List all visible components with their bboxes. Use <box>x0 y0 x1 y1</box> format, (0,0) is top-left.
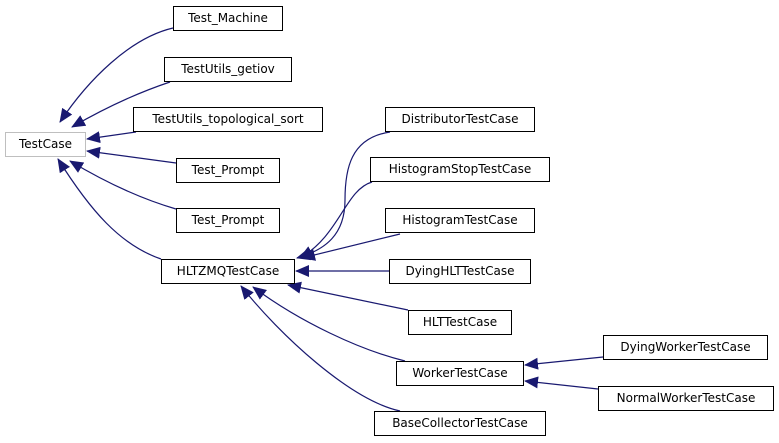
node-dying-worker-test-case[interactable]: DyingWorkerTestCase <box>603 335 768 360</box>
edge-histogram-to-hltzmq <box>301 233 401 261</box>
node-distributor-test-case[interactable]: DistributorTestCase <box>385 107 535 132</box>
edge-topological-sort-to-testcase <box>86 131 137 144</box>
node-hltzmq-test-case[interactable]: HLTZMQTestCase <box>161 259 295 284</box>
edge-test-prompt-1-to-testcase <box>86 146 177 164</box>
node-normal-worker-test-case[interactable]: NormalWorkerTestCase <box>598 386 774 411</box>
edge-test-prompt-2-to-testcase <box>69 160 177 210</box>
edge-worker-to-hltzmq <box>252 286 406 362</box>
edge-test-machine-to-testcase <box>59 27 174 123</box>
edge-hltzmq-to-testcase <box>57 158 162 260</box>
node-testutils-topological-sort[interactable]: TestUtils_topological_sort <box>133 107 323 132</box>
node-test-prompt-2[interactable]: Test_Prompt <box>176 208 280 233</box>
edge-base-collector-to-hltzmq <box>240 285 401 412</box>
node-worker-test-case[interactable]: WorkerTestCase <box>396 361 524 386</box>
node-dying-hlt-test-case[interactable]: DyingHLTTestCase <box>389 259 531 284</box>
node-test-machine[interactable]: Test_Machine <box>173 6 283 31</box>
node-base-collector-test-case[interactable]: BaseCollectorTestCase <box>374 411 546 436</box>
edge-getiov-to-testcase <box>71 81 171 128</box>
node-test-prompt-1[interactable]: Test_Prompt <box>176 158 280 183</box>
node-histogram-test-case[interactable]: HistogramTestCase <box>385 208 535 233</box>
node-histogram-stop-test-case[interactable]: HistogramStopTestCase <box>370 157 550 182</box>
edge-distributor-to-hltzmq <box>296 131 391 261</box>
node-hlt-test-case[interactable]: HLTTestCase <box>408 310 512 335</box>
edge-histogram-stop-to-hltzmq <box>299 181 373 259</box>
edge-hlt-to-hltzmq <box>287 281 409 311</box>
edge-dying-worker-to-worker <box>524 356 604 370</box>
node-testcase[interactable]: TestCase <box>5 132 86 157</box>
node-testutils-getiov[interactable]: TestUtils_getiov <box>164 57 292 82</box>
edge-normal-worker-to-worker <box>524 376 599 390</box>
